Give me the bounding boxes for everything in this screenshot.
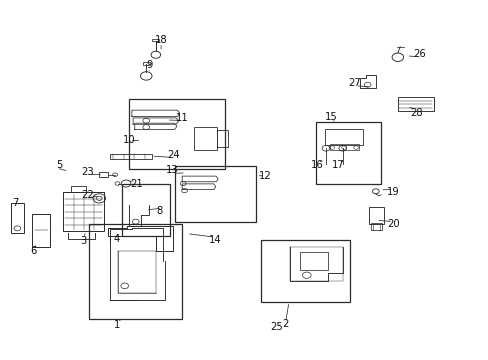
Text: 4: 4 xyxy=(114,234,120,244)
Text: 20: 20 xyxy=(386,220,399,229)
Text: 3: 3 xyxy=(80,236,86,246)
Bar xyxy=(63,192,104,231)
Text: 5: 5 xyxy=(56,160,62,170)
Text: 6: 6 xyxy=(30,246,37,256)
Bar xyxy=(110,154,152,159)
Bar xyxy=(194,127,217,150)
Text: 7: 7 xyxy=(12,198,19,208)
Text: 27: 27 xyxy=(348,78,361,88)
Text: 8: 8 xyxy=(156,206,162,216)
Text: 17: 17 xyxy=(331,160,344,170)
Text: 13: 13 xyxy=(166,166,179,175)
Bar xyxy=(11,203,24,233)
Text: 16: 16 xyxy=(310,160,323,170)
Text: 14: 14 xyxy=(208,235,221,245)
Bar xyxy=(129,99,225,170)
Bar xyxy=(122,184,170,237)
Text: 24: 24 xyxy=(166,150,179,159)
Text: 11: 11 xyxy=(175,113,188,122)
Bar xyxy=(152,39,159,41)
Bar xyxy=(89,224,182,319)
Bar xyxy=(175,166,256,222)
Bar xyxy=(397,97,433,111)
Text: 15: 15 xyxy=(324,112,336,122)
Text: 25: 25 xyxy=(270,323,283,333)
Bar xyxy=(32,213,50,247)
Text: 21: 21 xyxy=(130,179,143,189)
Bar xyxy=(217,130,227,147)
Text: 9: 9 xyxy=(146,60,152,70)
Text: 18: 18 xyxy=(155,35,167,45)
Text: 22: 22 xyxy=(81,190,94,200)
Text: 10: 10 xyxy=(122,135,135,145)
Text: 26: 26 xyxy=(412,49,425,59)
Bar xyxy=(261,240,349,302)
Bar xyxy=(368,207,384,224)
Bar xyxy=(371,223,381,230)
Bar xyxy=(325,129,363,145)
Text: 19: 19 xyxy=(386,187,399,197)
Text: 23: 23 xyxy=(81,167,93,177)
Bar xyxy=(99,172,108,177)
Bar xyxy=(329,144,358,150)
Text: 12: 12 xyxy=(258,171,271,181)
Bar xyxy=(316,122,380,184)
Text: 1: 1 xyxy=(114,320,121,330)
Text: 2: 2 xyxy=(282,319,288,329)
Bar xyxy=(299,252,328,270)
Text: 28: 28 xyxy=(409,108,422,118)
Bar xyxy=(142,62,149,65)
